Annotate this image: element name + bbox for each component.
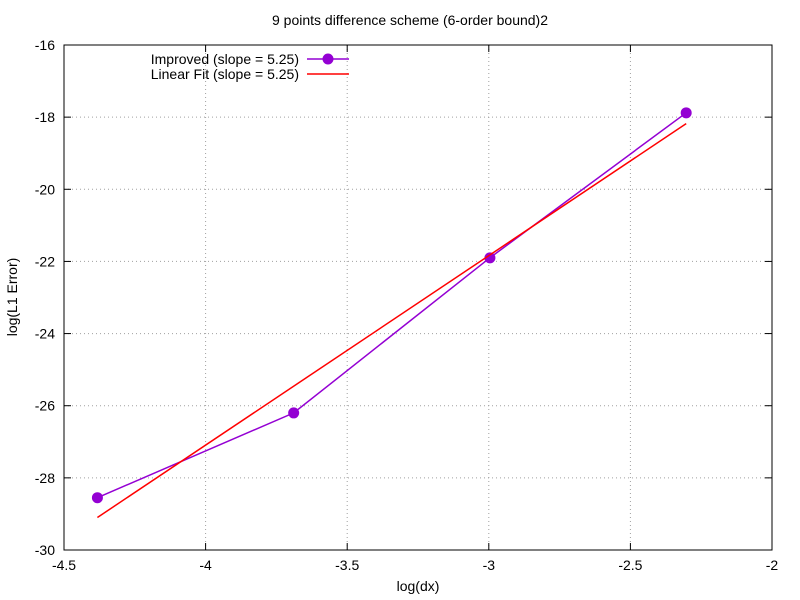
series-line-0 — [97, 112, 687, 499]
x-tick-label: -3 — [483, 557, 496, 573]
plot-frame — [63, 44, 773, 551]
series-line-1 — [96, 122, 687, 519]
y-tick-label: -16 — [35, 37, 55, 53]
legend-marker — [322, 53, 334, 65]
grid-lines — [64, 45, 772, 550]
x-tick-label: -4 — [199, 557, 212, 573]
y-tick-label: -20 — [35, 181, 55, 197]
y-tick-label: -30 — [35, 542, 55, 558]
y-tick-label: -26 — [35, 398, 55, 414]
legend: Improved (slope = 5.25)Linear Fit (slope… — [151, 51, 349, 82]
data-point — [91, 492, 103, 504]
axes: -4.5 -4 -3.5 -3 -2.5 -2 -30 -28 -26 -24 -22 -20 -18 -… — [35, 37, 779, 573]
x-tick-label: -2.5 — [618, 557, 642, 573]
x-tick-label: -3.5 — [335, 557, 359, 573]
legend-label: Linear Fit (slope = 5.25) — [151, 66, 299, 82]
x-tick-label: -2 — [766, 557, 779, 573]
y-tick-label: -22 — [35, 253, 55, 269]
y-axis-label: log(L1 Error) — [4, 258, 20, 337]
x-tick-label: -4.5 — [52, 557, 76, 573]
data-point — [680, 107, 692, 119]
legend-label: Improved (slope = 5.25) — [151, 51, 299, 67]
y-tick-label: -18 — [35, 109, 55, 125]
y-tick-label: -24 — [35, 326, 55, 342]
series-layer — [91, 107, 692, 519]
data-point — [288, 407, 300, 419]
chart-title: 9 points difference scheme (6-order boun… — [272, 12, 548, 28]
y-tick-label: -28 — [35, 470, 55, 486]
x-axis-label: log(dx) — [397, 578, 440, 594]
